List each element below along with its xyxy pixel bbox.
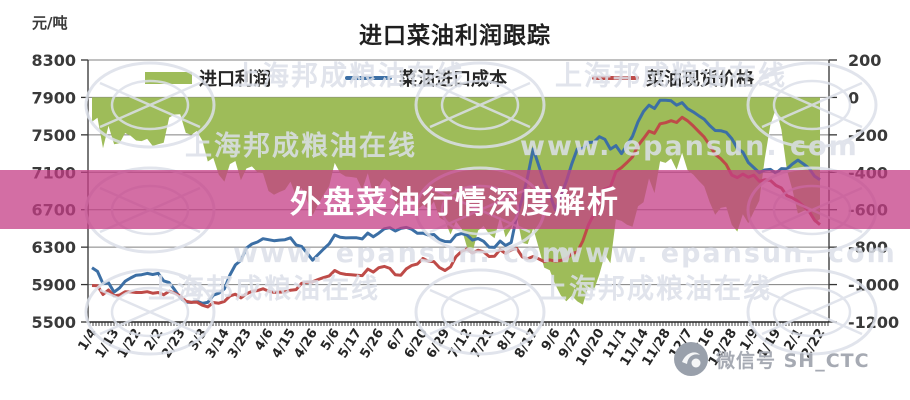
x-axis-label: 10/20 [573,326,607,369]
watermark-text: 上海邦成粮油在线 [185,130,417,162]
x-axis-label: 2/23 [159,326,189,361]
x-axis-label: 3/3 [186,326,211,353]
x-axis-label: 6/29 [424,326,454,361]
watermark-logo-icon [429,288,531,336]
x-axis-label: 7/21 [468,326,498,361]
y-axis-label-right: -1200 [848,313,899,332]
watermark-text: 上海邦成粮油在线 [540,273,772,305]
wechat-badge: 微信号 SH_CTC [672,340,870,378]
watermark-text: www. epansun. com [558,238,897,269]
x-axis-label: 1/4 [76,326,101,353]
chart-title: 进口菜油利润跟踪 [359,23,551,49]
x-axis-label: 3/14 [203,326,233,361]
y-axis-label-right: -200 [848,126,888,145]
watermark-logo-icon [110,286,190,338]
x-axis-label: 4/26 [291,326,321,361]
x-axis-label: 11/28 [640,326,674,369]
x-axis-label: 11/1 [600,326,630,361]
x-axis-label: 4/15 [269,326,299,361]
legend: 进口利润 菜油进口成本 菜油现货价格 [0,65,910,91]
y-axis-label-right: 0 [848,88,859,107]
x-axis-label: 9/6 [539,326,564,353]
watermark-logo-icon [772,286,852,338]
y-axis-label-left: 6300 [31,238,76,257]
line-swatch-icon [345,76,392,80]
legend-item-spot-price: 菜油现货价格 [592,65,754,91]
x-axis-label: 6/20 [402,326,432,361]
legend-label: 菜油进口成本 [399,69,507,90]
y-axis-label-right: -1000 [848,276,899,295]
watermark-logo-icon [99,288,201,336]
x-axis-label: 1/22 [115,326,145,361]
wechat-id-text: 微信号 SH_CTC [716,349,870,372]
x-axis-label: 6/7 [384,326,409,353]
y-axis-unit-label: 元/吨 [32,14,68,32]
x-axis-label: 3/23 [225,326,255,361]
watermark-text: www. epansun. com [520,131,859,162]
y-axis-label-left: 7500 [31,126,76,145]
promo-banner: 外盘菜油行情深度解析 [0,170,910,229]
watermark-logo-icon [440,286,520,338]
x-axis-label: 9/27 [556,326,586,361]
watermark-logo-icon [761,288,863,336]
x-axis-label: 5/26 [358,326,388,361]
y-axis-label-left: 5500 [31,313,76,332]
line-swatch-icon [592,76,639,80]
x-axis-label: 2/2 [142,326,167,353]
x-axis-label: 8/17 [512,326,542,361]
legend-label: 进口利润 [199,69,271,90]
legend-label: 菜油现货价格 [646,69,754,90]
y-axis-label-left: 5900 [31,276,76,295]
x-axis-label: 1/13 [93,326,123,361]
x-axis-label: 5/17 [335,326,365,361]
watermark-text: 上海邦成粮油在线 [148,273,380,305]
x-axis-label: 11/14 [617,326,651,369]
x-axis-label: 8/1 [495,326,520,353]
legend-item-import-profit: 进口利润 [145,65,271,91]
wechat-logo-icon [674,342,708,376]
y-axis-label-left: 7900 [31,88,76,107]
watermark-logo-icon [84,268,216,356]
watermark-text: www. epansun. com [233,238,572,269]
x-axis-label: 7/12 [446,326,476,361]
area-swatch-icon [145,72,192,84]
y-axis-label-right: -800 [848,238,888,257]
x-axis-label: 4/6 [252,326,277,353]
x-axis-label: 5/6 [318,326,343,353]
banner-text: 外盘菜油行情深度解析 [290,185,620,221]
legend-item-import-cost: 菜油进口成本 [345,65,507,91]
watermark-logo-icon [414,268,546,356]
